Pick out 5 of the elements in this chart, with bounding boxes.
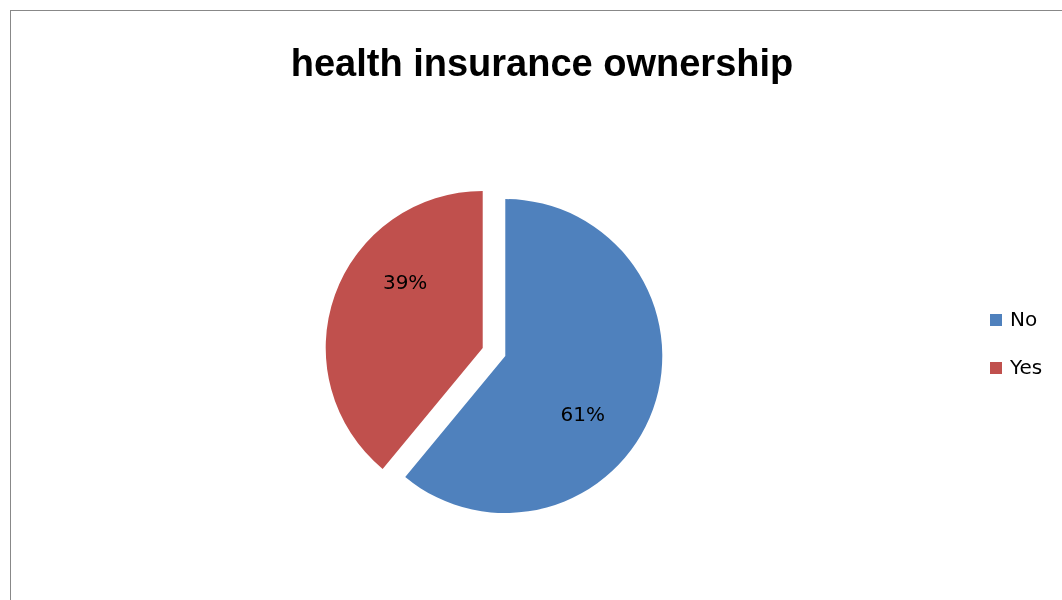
chart-title: health insurance ownership (290, 42, 794, 84)
legend-label: No (1010, 306, 1038, 331)
data-label: 61% (560, 402, 606, 427)
data-label: 39% (382, 269, 428, 294)
legend-label: Yes (1009, 354, 1043, 379)
